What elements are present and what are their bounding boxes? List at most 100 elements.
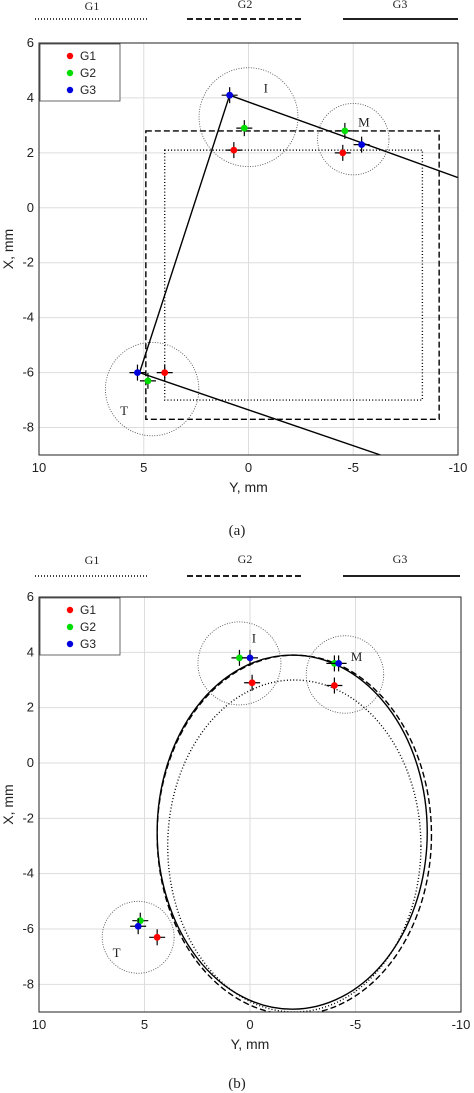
x-tick-label: 10 xyxy=(32,460,46,475)
y-tick-label: -2 xyxy=(22,255,34,270)
panel-a: I M T 10 5 0 -5 -10 6 4 2 0 -2 -4 -6 -8 Y, mm X, mm G1… xyxy=(0,35,467,495)
region-label-i: I xyxy=(264,80,268,95)
x-tick-label: 5 xyxy=(140,460,147,475)
panel-b-xlabel: Y, mm xyxy=(231,1036,270,1052)
y-tick-label: 0 xyxy=(27,200,34,215)
panel-a-xlabel: Y, mm xyxy=(229,479,268,495)
legend-label-g2: G2 xyxy=(80,620,96,634)
legend-swatch-g1 xyxy=(66,606,74,614)
y-tick-label: -8 xyxy=(22,420,34,435)
panel-a-shapes xyxy=(138,94,458,455)
region-label-m: M xyxy=(351,649,363,664)
panel-b-legend: G1 G2 G3 xyxy=(39,597,121,656)
y-tick-label: 6 xyxy=(27,35,34,50)
x-tick-label: 0 xyxy=(246,1017,253,1032)
panel-a-ticks: 10 5 0 -5 -10 6 4 2 0 -2 -4 -6 -8 xyxy=(22,35,467,475)
region-label-t: T xyxy=(120,403,128,418)
region-circle-t xyxy=(104,341,200,437)
panel-a-grid xyxy=(38,42,459,455)
caption-b: (b) xyxy=(228,1076,246,1092)
y-tick-label: 2 xyxy=(27,700,34,715)
y-tick-label: -4 xyxy=(22,310,34,325)
marker-g3 xyxy=(353,136,370,153)
y-tick-label: -6 xyxy=(22,921,34,936)
caption-a: (a) xyxy=(229,523,246,539)
region-circle-i xyxy=(198,67,299,168)
region-label-m: M xyxy=(358,115,370,130)
marker-g2 xyxy=(336,122,353,139)
panel-b-ylabel: X, mm xyxy=(0,784,16,824)
marker-g3 xyxy=(242,649,258,666)
shape-g3-line xyxy=(138,94,458,373)
panel-b-axes-frame xyxy=(38,596,462,1013)
marker-g2 xyxy=(236,120,253,137)
marker-g3 xyxy=(330,655,347,672)
region-circle-m xyxy=(317,102,390,176)
shape-g1-circle xyxy=(167,679,422,1012)
legend-box xyxy=(39,43,121,102)
header-legend-a-g3-label: G3 xyxy=(393,0,408,11)
header-legend-a-g2-label: G2 xyxy=(238,0,253,11)
marker-g1 xyxy=(244,674,261,691)
shape-g2-rect xyxy=(145,130,440,420)
legend-swatch-g3 xyxy=(66,640,74,648)
panel-a-legend: G1 G2 G3 xyxy=(39,43,121,102)
legend-label-g2: G2 xyxy=(80,66,96,80)
header-legend-b-g1-label: G1 xyxy=(85,553,100,567)
x-tick-label: -10 xyxy=(449,460,468,475)
marker-g1 xyxy=(334,144,351,161)
marker-g2 xyxy=(231,649,248,666)
header-legend-b-g3-label: G3 xyxy=(393,552,408,566)
y-tick-label: -8 xyxy=(22,976,34,991)
y-tick-label: 4 xyxy=(27,644,34,659)
shape-g3-line xyxy=(139,371,381,455)
y-tick-label: 6 xyxy=(27,589,34,604)
x-tick-label: 10 xyxy=(32,1017,46,1032)
region-label-t: T xyxy=(113,945,121,960)
panel-b-shapes xyxy=(156,654,433,1012)
legend-label-g1: G1 xyxy=(80,49,96,63)
marker-g1 xyxy=(149,929,166,946)
panel-a-axes-frame xyxy=(38,42,459,456)
panel-b: I M T 10 5 0 -5 -10 6 4 2 0 -2 -4 -6 -8 Y, mm X, mm G1… xyxy=(0,589,470,1052)
shape-g1-rect xyxy=(163,149,424,401)
panel-b-markers xyxy=(130,649,347,946)
x-tick-label: 5 xyxy=(141,1017,148,1032)
legend-box xyxy=(39,597,121,656)
header-legend-b-g2-label: G2 xyxy=(238,552,253,566)
shape-g2-circle xyxy=(156,654,433,1012)
marker-g1 xyxy=(225,142,242,159)
x-tick-label: -5 xyxy=(347,460,359,475)
marker-g1 xyxy=(156,364,173,381)
y-tick-label: -2 xyxy=(22,810,34,825)
legend-swatch-g2 xyxy=(66,623,74,631)
x-tick-label: -10 xyxy=(452,1017,471,1032)
legend-label-g3: G3 xyxy=(80,83,96,97)
panel-a-circles: I M T xyxy=(104,67,390,437)
region-circle-i xyxy=(197,621,282,706)
panel-a-markers xyxy=(129,87,370,389)
panel-a-ylabel: X, mm xyxy=(0,229,16,269)
marker-g1 xyxy=(326,677,343,694)
region-circle-t xyxy=(101,900,175,974)
legend-swatch-g1 xyxy=(66,52,74,60)
y-tick-label: 4 xyxy=(27,90,34,105)
marker-g3 xyxy=(221,87,238,104)
region-label-i: I xyxy=(252,631,256,646)
header-legend-a-g1-label: G1 xyxy=(85,0,100,13)
y-tick-label: -4 xyxy=(22,866,34,881)
marker-g3 xyxy=(130,918,147,935)
panel-b-circles: I M T xyxy=(101,621,385,974)
y-tick-label: 2 xyxy=(27,145,34,160)
legend-label-g3: G3 xyxy=(80,637,96,651)
header-legend-b: G1 G2 G3 xyxy=(35,552,460,577)
x-tick-label: -5 xyxy=(350,1017,362,1032)
marker-g3 xyxy=(129,364,146,381)
y-tick-label: 0 xyxy=(27,755,34,770)
legend-label-g1: G1 xyxy=(80,603,96,617)
region-circle-m xyxy=(305,635,385,714)
legend-swatch-g3 xyxy=(66,86,74,94)
x-tick-label: 0 xyxy=(245,460,252,475)
y-tick-label: -6 xyxy=(22,365,34,380)
